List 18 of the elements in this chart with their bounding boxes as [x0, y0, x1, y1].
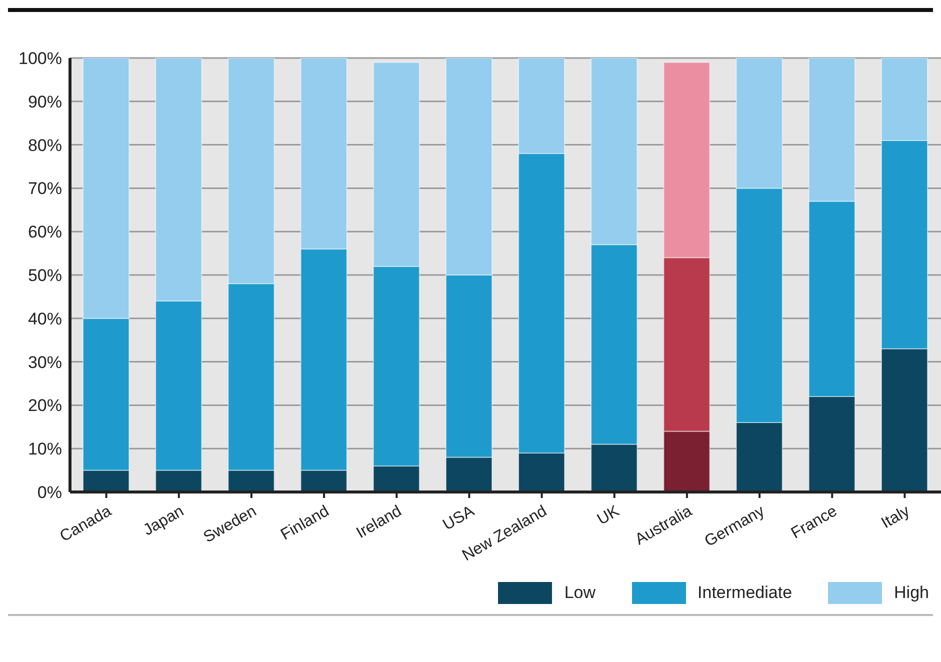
- y-tick-label: 10%: [28, 440, 62, 459]
- y-tick-label: 40%: [28, 309, 62, 328]
- y-tick-label: 80%: [28, 136, 62, 155]
- y-tick-label: 0%: [37, 483, 62, 502]
- y-tick-label: 30%: [28, 352, 62, 372]
- y-tick-label: 90%: [28, 92, 62, 112]
- x-tick-label: UK: [594, 502, 623, 529]
- x-tick-label: USA: [440, 502, 478, 534]
- y-tick-label: 60%: [28, 222, 62, 242]
- y-tick-label: 70%: [28, 179, 62, 198]
- legend-label: Low: [564, 583, 596, 603]
- x-tick-label: Italy: [878, 502, 913, 532]
- legend-label: Intermediate: [698, 583, 792, 603]
- y-tick-label: 100%: [18, 49, 62, 68]
- x-tick-label: Japan: [140, 502, 187, 540]
- legend-label: High: [894, 583, 929, 603]
- y-tick-label: 50%: [28, 266, 62, 286]
- y-tick-label: 20%: [28, 396, 62, 416]
